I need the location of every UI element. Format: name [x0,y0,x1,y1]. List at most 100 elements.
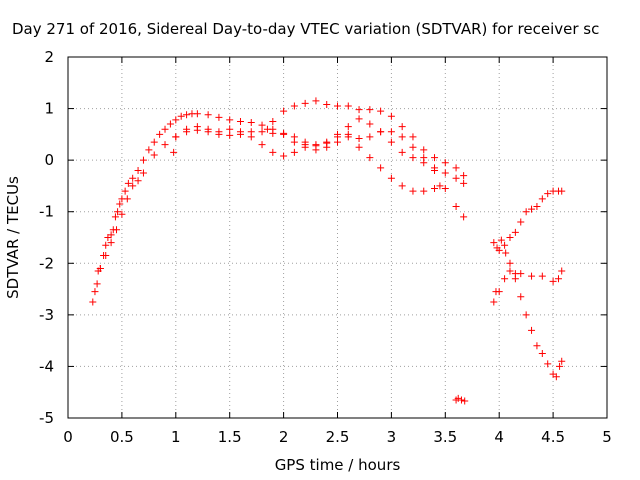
data-point [183,125,191,133]
data-point [123,195,131,203]
x-tick-label: 2.5 [326,428,350,446]
data-point [452,164,460,172]
x-axis-label: GPS time / hours [275,456,401,474]
data-point [193,123,201,131]
data-point [96,264,104,272]
data-point [528,272,536,280]
data-point [398,182,406,190]
data-point [280,130,288,138]
data-point [323,138,331,146]
data-point [460,179,468,187]
data-point [156,130,164,138]
data-point [552,373,560,381]
data-point [387,128,395,136]
data-point [91,288,99,296]
data-point [312,97,320,105]
y-tick-labels: -5 -4 -3 -2 -1 0 1 2 [39,48,54,427]
plot-frame [67,56,608,419]
data-point [441,169,449,177]
data-point [344,130,352,138]
y-tick-label: 0 [44,151,54,169]
data-point [290,102,298,110]
series-late-a [170,148,469,405]
x-tick-label: 0.5 [110,428,134,446]
y-tick-label: 2 [44,48,54,66]
data-point [177,112,185,120]
data-points [89,97,566,405]
data-point [247,118,255,126]
data-point [134,166,142,174]
data-point [495,288,503,296]
data-point [161,141,169,149]
data-point [533,203,541,211]
y-tick-label: -4 [39,357,54,375]
data-point [431,185,439,193]
x-tick-label: 4.5 [541,428,565,446]
data-point [528,205,536,213]
data-point [139,169,147,177]
data-point [517,293,525,301]
data-point [161,125,169,133]
data-point [236,117,244,125]
data-point [538,350,546,358]
data-point [258,141,266,149]
data-point [226,116,234,124]
data-point [490,298,498,306]
data-point [166,120,174,128]
data-point [460,213,468,221]
data-point [517,218,525,226]
data-point [334,130,341,138]
data-point [544,360,552,368]
data-point [102,252,110,260]
series-arc-1 [89,110,468,306]
data-point [441,159,449,167]
data-point [377,164,385,172]
data-point [409,133,417,141]
y-tick-label: -1 [39,203,54,221]
data-point [170,148,178,156]
data-point [538,272,546,280]
data-point [497,236,505,244]
x-tick-label: 3 [387,428,397,446]
series-arc-3 [172,123,444,195]
data-point [377,107,385,115]
data-point [457,396,465,404]
data-point [93,280,101,288]
data-point [139,156,147,164]
data-point [269,129,277,137]
data-point [420,154,428,162]
data-point [556,362,564,370]
data-point [554,275,562,283]
data-point [129,182,137,190]
y-tick-label: -2 [39,254,54,272]
data-point [511,228,519,236]
data-point [460,172,468,180]
data-point [344,123,352,131]
series-arc-4 [263,97,468,180]
data-point [533,342,541,350]
data-point [420,187,428,195]
data-point [387,174,395,182]
data-point [355,106,363,114]
series-late-b [490,267,566,306]
data-point [150,138,158,146]
data-point [398,123,406,131]
data-point [172,116,180,124]
data-point [118,210,126,218]
data-point [355,143,363,151]
data-point [215,128,223,136]
data-point [490,239,498,247]
data-point [89,298,97,306]
data-point [431,154,439,162]
series-late-c [490,187,566,254]
data-point [193,110,201,118]
data-point [501,275,509,283]
data-point [506,259,514,267]
x-tick-label: 0 [63,428,73,446]
x-tick-labels: 0 0.5 1 1.5 2 2.5 3 3.5 4 4.5 5 [63,428,612,446]
data-point [301,141,309,149]
data-point [236,128,244,136]
data-point [258,121,266,129]
data-point [461,397,469,405]
